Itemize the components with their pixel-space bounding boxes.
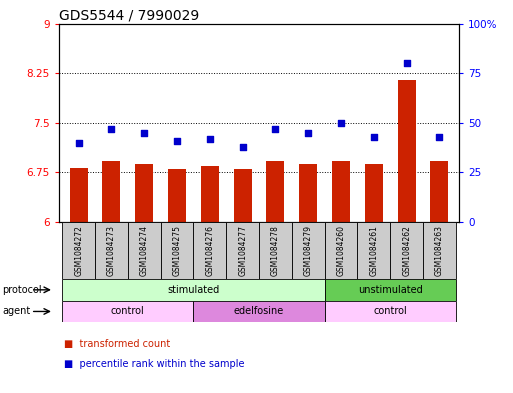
Text: GSM1084263: GSM1084263 (435, 225, 444, 276)
Point (206, 136, 214, 142)
Bar (292, 222, 325, 279)
Bar (193, 222, 226, 279)
Text: GSM1084279: GSM1084279 (304, 225, 313, 276)
Point (173, 138, 181, 144)
Text: GSM1084274: GSM1084274 (140, 225, 149, 276)
Text: unstimulated: unstimulated (358, 285, 423, 295)
Bar (365, 164, 383, 222)
Bar (62, 222, 95, 279)
Point (239, 143, 247, 150)
Text: GSM1084273: GSM1084273 (107, 225, 116, 276)
Bar (299, 164, 317, 222)
Bar (325, 222, 358, 279)
Bar (135, 165, 153, 222)
Text: GSM1084275: GSM1084275 (172, 225, 182, 276)
Bar (423, 222, 456, 279)
Bar (398, 80, 416, 222)
Bar (161, 222, 193, 279)
Point (271, 126, 280, 132)
Bar (390, 222, 423, 279)
Text: ■  percentile rank within the sample: ■ percentile rank within the sample (64, 358, 245, 369)
Bar (70, 168, 88, 222)
Point (107, 126, 115, 132)
Bar (233, 169, 252, 222)
Point (337, 119, 345, 126)
Text: edelfosine: edelfosine (234, 307, 284, 316)
Bar (430, 161, 448, 222)
Bar (193, 301, 325, 322)
Point (403, 60, 411, 66)
Text: control: control (111, 307, 145, 316)
Text: GSM1084261: GSM1084261 (369, 225, 379, 276)
Point (304, 130, 312, 136)
Text: GDS5544 / 7990029: GDS5544 / 7990029 (59, 8, 199, 22)
Text: GSM1084272: GSM1084272 (74, 225, 83, 276)
Bar (62, 279, 325, 301)
Text: protocol: protocol (3, 285, 42, 295)
Bar (325, 279, 456, 301)
Bar (325, 301, 456, 322)
Text: GSM1084278: GSM1084278 (271, 225, 280, 276)
Bar (259, 222, 292, 279)
Point (140, 130, 148, 136)
Bar (62, 301, 193, 322)
Text: agent: agent (3, 307, 31, 316)
Bar (201, 166, 219, 222)
Text: stimulated: stimulated (167, 285, 220, 295)
Point (370, 134, 378, 140)
Bar (128, 222, 161, 279)
Bar (95, 222, 128, 279)
Point (74, 140, 83, 146)
Text: control: control (373, 307, 407, 316)
Bar (226, 222, 259, 279)
Bar (266, 161, 285, 222)
Text: GSM1084276: GSM1084276 (205, 225, 214, 276)
Text: GSM1084277: GSM1084277 (238, 225, 247, 276)
Point (436, 134, 444, 140)
Text: ■  transformed count: ■ transformed count (64, 339, 170, 349)
Text: GSM1084262: GSM1084262 (402, 225, 411, 276)
Bar (103, 161, 121, 222)
Bar (168, 169, 186, 222)
Bar (332, 161, 350, 222)
Bar (358, 222, 390, 279)
Text: GSM1084260: GSM1084260 (337, 225, 346, 276)
